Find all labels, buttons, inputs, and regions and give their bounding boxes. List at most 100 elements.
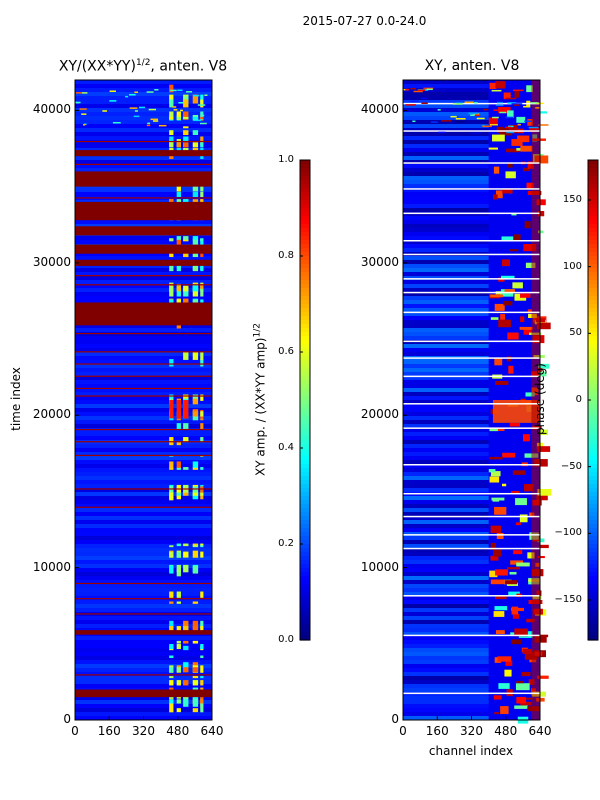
colorbar2-swatch	[588, 416, 598, 421]
colorbar2-swatch	[588, 300, 598, 305]
panel1-texture-row	[75, 544, 212, 548]
panel1-rfi-cell	[176, 626, 181, 634]
panel1-hot-block	[183, 400, 189, 419]
panel2-texture-row	[403, 624, 489, 628]
panel2-texture-row	[403, 680, 489, 684]
panel1-rfi-cell	[200, 698, 204, 707]
colorbar1-swatch	[300, 408, 310, 413]
panel2-gap-line	[403, 102, 540, 105]
panel2-texture-row	[403, 176, 489, 180]
panel2-texture-row	[403, 392, 489, 396]
panel1-noise-speck	[150, 118, 158, 121]
panel1-texture-row	[75, 416, 212, 420]
colorbar1-swatch	[300, 552, 310, 557]
panel2-texture-row	[403, 684, 489, 688]
panel2-texture-row	[403, 416, 489, 420]
panel2-texture-row	[403, 96, 489, 100]
colorbar1-swatch	[300, 588, 310, 593]
panel1-rfi-cell	[192, 239, 199, 246]
panel1-rfi-cell	[176, 699, 181, 704]
colorbar2-tick-label: 0	[575, 394, 582, 405]
panel2-texture-row	[403, 408, 489, 412]
panel1-rfi-cell	[169, 253, 174, 258]
panel1-rfi-cell	[183, 285, 189, 292]
panel1-rfi-cell	[183, 486, 189, 494]
panel1-rfi-cell	[169, 111, 174, 120]
panel1-texture-row	[75, 252, 212, 256]
colorbar1-swatch	[300, 300, 310, 305]
panel2-noise-speck	[523, 105, 527, 108]
panel1-texture-row	[75, 392, 212, 396]
panel1-saturated-band	[75, 201, 212, 221]
panel2-rfi-cell	[512, 282, 523, 289]
panel1-noise-speck	[193, 119, 202, 122]
colorbar2-label: phase (deg)	[533, 363, 547, 436]
panel1-saturated-line	[75, 506, 212, 508]
panel2-rfi-cell	[523, 167, 531, 172]
panel1-texture-row	[75, 540, 212, 544]
colorbar1-swatch	[300, 616, 310, 621]
colorbar2-swatch	[588, 520, 598, 525]
panel1-noise-speck	[125, 95, 129, 98]
panel2-rfi-cell	[538, 363, 550, 369]
panel2-texture-row	[403, 600, 489, 604]
panel1-rfi-cell	[192, 191, 199, 198]
panel2-noise-speck	[490, 106, 494, 108]
colorbar2-swatch	[588, 540, 598, 545]
panel1-rfi-cell	[176, 191, 181, 198]
panel1-noise-speck	[197, 104, 206, 106]
panel1-noise-speck	[134, 110, 138, 112]
colorbar2-swatch	[588, 556, 598, 561]
colorbar2-swatch	[588, 344, 598, 349]
panel2-texture-row	[403, 124, 489, 128]
panel2-rfi-cell	[512, 613, 520, 619]
colorbar2-swatch	[588, 184, 598, 189]
colorbar1-swatch	[300, 244, 310, 249]
panel2-rfi-cell	[520, 701, 532, 706]
panel2-texture-row	[403, 700, 489, 704]
panel2-texture-row	[403, 696, 489, 700]
panel2-texture-row	[403, 228, 489, 232]
panel1-rfi-cell	[183, 437, 189, 443]
panel2-texture-row	[403, 152, 489, 156]
panel1-texture-row	[75, 480, 212, 484]
colorbar2-swatch	[588, 476, 598, 481]
panel1-saturated-line	[75, 284, 212, 286]
panel1-noise-speck	[180, 109, 183, 112]
colorbar1-swatch	[300, 196, 310, 201]
colorbar1-swatch	[300, 212, 310, 217]
panel1-rfi-cell	[200, 467, 204, 470]
panel1-xtick-label: 0	[71, 724, 79, 738]
panel1-saturated-band	[75, 244, 212, 254]
panel2-rfi-cell	[495, 380, 509, 385]
panel2-texture-row	[403, 116, 489, 120]
panel1-rfi-cell	[183, 111, 189, 120]
panel1-texture-row	[75, 336, 212, 340]
panel2-rfi-cell	[516, 562, 530, 567]
panel2-gap-line	[403, 278, 540, 280]
colorbar1-swatch	[300, 168, 310, 173]
panel1-rfi-cell	[176, 644, 181, 650]
figure-suptitle: 2015-07-27 0.0-24.0	[302, 14, 427, 28]
panel1-texture-row	[75, 596, 212, 600]
panel2-texture-row	[403, 236, 489, 240]
panel1-rfi-cell	[200, 620, 204, 629]
panel2-gap-line	[403, 692, 540, 695]
panel1-saturated-line	[75, 613, 212, 615]
panel1-noise-speck	[148, 108, 156, 111]
panel2-rfi-cell	[506, 582, 519, 586]
panel1-saturated-line	[75, 598, 212, 600]
panel2-rfi-cell	[501, 483, 507, 487]
colorbar1-swatch	[300, 352, 310, 357]
colorbar2-swatch	[588, 604, 598, 609]
panel2-texture-row	[403, 320, 489, 324]
panel2-rfi-cell	[519, 326, 533, 330]
panel2-texture-row	[403, 576, 489, 580]
panel1-texture-row	[75, 364, 212, 368]
colorbar2-swatch	[588, 396, 598, 401]
panel2-noise-speck	[405, 88, 410, 91]
panel2-noise-speck	[441, 120, 452, 122]
panel2-rfi-cell	[536, 494, 548, 501]
panel2-texture-row	[403, 508, 489, 512]
panel2-texture-row	[403, 460, 489, 464]
